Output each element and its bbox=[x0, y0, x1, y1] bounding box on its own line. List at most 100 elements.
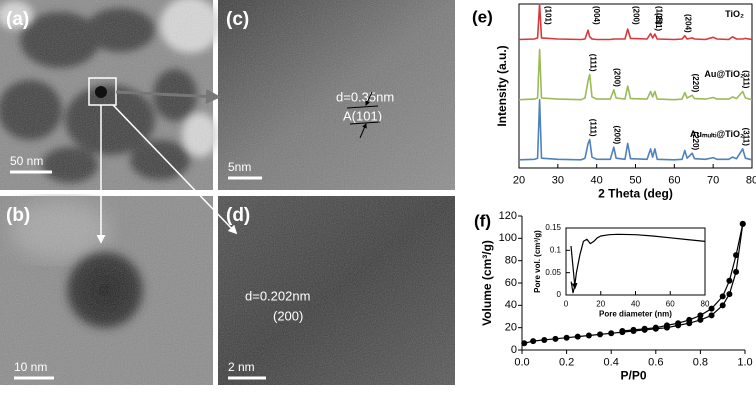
x-tick-label: 0.4 bbox=[604, 356, 619, 368]
data-point bbox=[585, 332, 592, 339]
x-tick-label: 80 bbox=[746, 174, 756, 186]
data-point bbox=[697, 316, 704, 323]
peak-label: (111) bbox=[589, 119, 598, 137]
y-axis-label: Intensity (a.u.) bbox=[495, 45, 509, 126]
data-point bbox=[521, 340, 528, 347]
series-label: TiO₂ bbox=[725, 9, 744, 19]
annotation: (200) bbox=[273, 308, 303, 323]
x-tick-label: 0.8 bbox=[693, 356, 708, 368]
series-label: Au@TiO₂ bbox=[704, 69, 744, 79]
data-line bbox=[518, 48, 753, 101]
y-tick-label: 0.15 bbox=[545, 223, 561, 232]
peak-label: (204) bbox=[684, 14, 693, 33]
data-point bbox=[630, 326, 637, 333]
peak-label: (111) bbox=[589, 54, 598, 72]
y-tick-label: 0 bbox=[557, 290, 562, 299]
x-tick-label: 50 bbox=[629, 174, 641, 186]
data-point bbox=[708, 312, 715, 319]
peak-label: (311) bbox=[742, 128, 751, 147]
peak-label: (220) bbox=[691, 132, 700, 151]
y-axis-label: Pore vol. (cm³/g) bbox=[533, 230, 542, 293]
peak-label: (200) bbox=[613, 68, 622, 87]
x-tick-label: 80 bbox=[701, 300, 710, 309]
x-tick-label: 40 bbox=[591, 174, 603, 186]
data-point bbox=[619, 328, 626, 335]
x-tick-label: 0 bbox=[564, 300, 569, 309]
annotation: d=0.202nm bbox=[245, 288, 310, 303]
data-point bbox=[608, 330, 615, 337]
data-point bbox=[541, 336, 548, 343]
peak-label: (311) bbox=[742, 70, 751, 89]
x-tick-label: 20 bbox=[513, 174, 525, 186]
data-line bbox=[518, 98, 753, 161]
peak-label: (004) bbox=[592, 6, 601, 25]
data-point bbox=[574, 333, 581, 340]
x-tick-label: 0.6 bbox=[648, 356, 663, 368]
x-tick-label: 30 bbox=[552, 174, 564, 186]
data-line bbox=[524, 223, 744, 344]
data-point bbox=[719, 293, 726, 300]
y-tick-label: 100 bbox=[499, 232, 517, 244]
connector-arrow bbox=[115, 88, 221, 104]
data-point bbox=[726, 291, 733, 298]
data-line bbox=[518, 3, 753, 41]
x-axis-label: Pore diameter (nm) bbox=[599, 310, 672, 319]
data-point bbox=[686, 316, 693, 323]
x-tick-label: 60 bbox=[668, 174, 680, 186]
y-tick-label: 80 bbox=[505, 255, 517, 267]
peak-label: (220) bbox=[691, 74, 700, 93]
inset-arrow bbox=[570, 245, 578, 290]
data-point bbox=[719, 302, 726, 309]
connector-arrow bbox=[112, 104, 238, 235]
data-point bbox=[733, 252, 740, 259]
data-point bbox=[641, 325, 648, 332]
peak-label: (200) bbox=[632, 6, 641, 25]
data-point bbox=[739, 220, 746, 227]
tem-panel-c: (c) d=0.35nm A(101) 5nm bbox=[218, 0, 455, 190]
plot-frame bbox=[565, 227, 706, 296]
y-axis-label: Volume (cm³/g) bbox=[480, 240, 494, 326]
plot-frame bbox=[518, 3, 753, 169]
data-point bbox=[530, 338, 537, 345]
y-tick-label: 0 bbox=[511, 344, 517, 356]
panel-label: (b) bbox=[6, 205, 30, 226]
x-tick-label: 0.0 bbox=[514, 356, 529, 368]
annotation: A(101) bbox=[343, 108, 382, 123]
peak-label: (105) bbox=[655, 6, 664, 25]
scale-bar-label: 2 nm bbox=[228, 360, 255, 374]
data-point bbox=[733, 268, 740, 275]
scale-bar-label: 50 nm bbox=[10, 154, 43, 168]
data-point bbox=[708, 305, 715, 312]
x-tick-label: 70 bbox=[707, 174, 719, 186]
data-point bbox=[675, 320, 682, 327]
tem-panel-d: (d) d=0.202nm (200) 2 nm bbox=[218, 196, 455, 385]
x-tick-label: 60 bbox=[666, 300, 675, 309]
peak-label: (211) bbox=[654, 13, 663, 32]
scale-bar-label: 5nm bbox=[228, 160, 251, 174]
y-tick-label: 120 bbox=[499, 210, 517, 222]
data-point bbox=[563, 334, 570, 341]
panel-label: (f) bbox=[474, 211, 491, 230]
annotation: d=0.35nm bbox=[336, 89, 394, 104]
y-tick-label: 0.05 bbox=[545, 268, 561, 277]
panel-label: (a) bbox=[6, 9, 29, 30]
peak-label: (200) bbox=[613, 126, 622, 145]
scale-bar-label: 10 nm bbox=[14, 360, 47, 374]
series-label: Auₘᵤₗₜᵢ@TiO₂ bbox=[690, 129, 744, 139]
data-line bbox=[570, 233, 706, 294]
x-tick-label: 0.2 bbox=[559, 356, 574, 368]
x-axis-label: P/P0 bbox=[620, 368, 646, 382]
x-tick-label: 1.0 bbox=[737, 356, 752, 368]
data-point bbox=[726, 277, 733, 284]
data-point bbox=[652, 324, 659, 331]
data-point bbox=[552, 335, 559, 342]
data-point bbox=[697, 312, 704, 319]
data-point bbox=[597, 331, 604, 338]
peak-label: (101) bbox=[543, 6, 552, 25]
panel-label: (d) bbox=[226, 205, 250, 226]
panel-label: (c) bbox=[226, 9, 249, 30]
x-tick-label: 40 bbox=[631, 300, 640, 309]
y-tick-label: 20 bbox=[505, 322, 517, 334]
panel-label: (e) bbox=[472, 7, 493, 26]
